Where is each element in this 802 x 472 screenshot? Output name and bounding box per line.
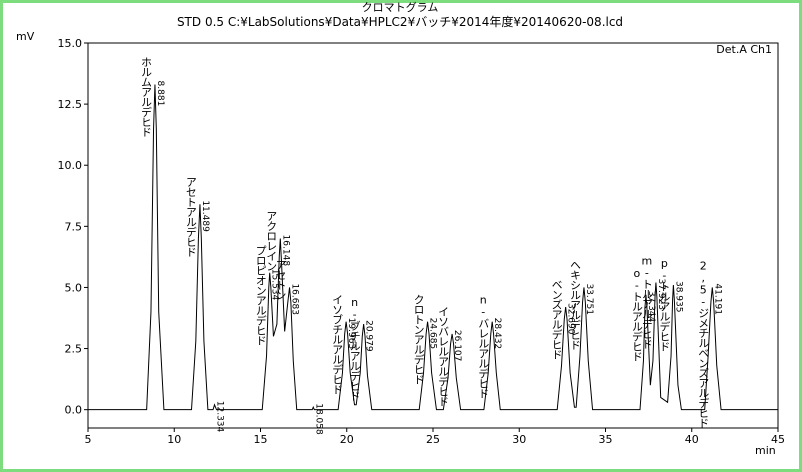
compound-label: プロピオンアルデヒド [254, 244, 267, 344]
retention-time-label: 38.935 [673, 281, 683, 313]
compound-label: m-トルアルデヒド [640, 255, 653, 349]
channel-label: Det.A Ch1 [716, 43, 772, 56]
retention-time-label: 12.334 [215, 401, 225, 433]
y-tick-label: 2.5 [65, 343, 83, 356]
y-tick-label: 0.0 [65, 404, 83, 417]
x-tick-label: 30 [512, 433, 526, 446]
y-tick-label: 15.0 [58, 37, 83, 50]
retention-time-label: 18.058 [313, 403, 323, 435]
y-tick-label: 10.0 [58, 159, 83, 172]
chart-title: クロマトグラム [362, 0, 439, 14]
x-tick-label: 15 [254, 433, 268, 446]
retention-time-label: 37.344 [646, 291, 656, 323]
retention-time-label: 28.432 [492, 318, 502, 350]
y-tick-label: 5.0 [65, 281, 83, 294]
compound-label: ベンズアルデヒド [550, 279, 563, 359]
compound-label: n-バレルアルデヒド [477, 294, 490, 398]
x-tick-label: 10 [167, 433, 181, 446]
y-tick-label: 12.5 [58, 98, 83, 111]
retention-time-label: 11.489 [200, 200, 210, 232]
retention-time-label: 26.107 [452, 330, 462, 362]
retention-time-label: 41.191 [712, 283, 722, 315]
x-tick-label: 45 [771, 433, 785, 446]
retention-time-label: 19.963 [346, 318, 356, 350]
x-tick-label: 40 [685, 433, 699, 446]
x-tick-label: 25 [426, 433, 440, 446]
retention-time-label: 20.979 [364, 320, 374, 352]
retention-time-label: 24.685 [428, 318, 438, 350]
y-tick-label: 7.5 [65, 220, 83, 233]
compound-label: p-トルアルデヒド [658, 257, 671, 351]
compound-label: ホルムアルデヒド [139, 56, 152, 136]
x-tick-label: 35 [599, 433, 613, 446]
retention-time-label: 16.148 [280, 235, 290, 267]
x-tick-label: 20 [340, 433, 354, 446]
retention-time-label: 15.534 [270, 269, 280, 301]
retention-time-label: 32.690 [566, 303, 576, 335]
compound-label: 2,5-ジメチルベンズアルデヒド [697, 259, 710, 427]
retention-time-label: 33.751 [584, 283, 594, 315]
compound-label: イソバレルアルデヒド [437, 306, 450, 406]
compound-label: o-トルアルデヒド [630, 267, 643, 361]
retention-time-label: 37.923 [656, 279, 666, 311]
compound-label: イソブチルアルデヒド [331, 294, 344, 394]
compound-label: アセトアルデヒド [184, 176, 197, 256]
retention-time-label: 16.683 [290, 283, 300, 315]
compound-label: ヘキシルアルデヒド [568, 259, 581, 349]
compound-label: クロトンアルデヒド [412, 293, 425, 383]
x-axis-label: min [755, 444, 776, 457]
compound-label: アセトン [274, 259, 287, 299]
x-tick-label: 5 [85, 433, 92, 446]
compound-label: アクロレイン [265, 211, 278, 271]
retention-time-label: 8.881 [155, 81, 165, 107]
chart-subtitle: STD 0.5 C:¥LabSolutions¥Data¥HPLC2¥バッチ¥2… [177, 14, 623, 29]
chromatogram-trace [88, 84, 778, 411]
y-axis-label: mV [16, 30, 35, 43]
compound-label: n-ブチルアルデヒド [348, 296, 361, 400]
